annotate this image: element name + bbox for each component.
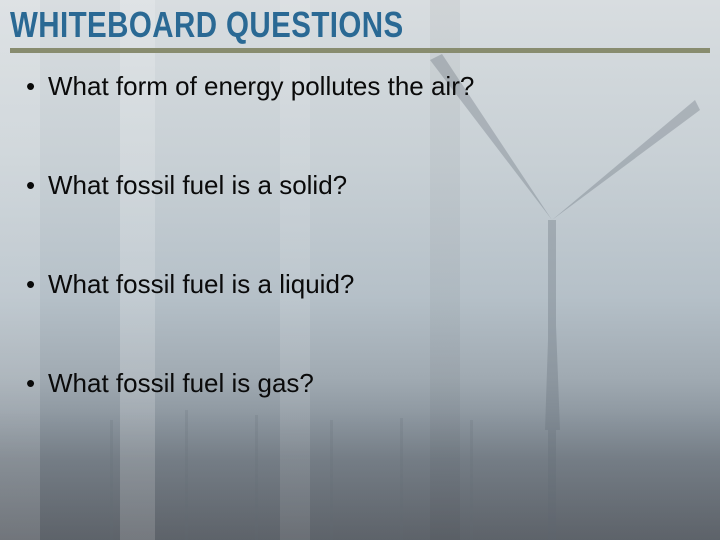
background-haze [0,410,720,540]
bullet-item: What fossil fuel is a solid? [24,170,696,201]
bullet-item: What form of energy pollutes the air? [24,71,696,102]
slide-header: WHITEBOARD QUESTIONS [0,0,720,53]
slide-body: What form of energy pollutes the air? Wh… [0,53,720,399]
slide-title: WHITEBOARD QUESTIONS [10,6,584,44]
bullet-item: What fossil fuel is a liquid? [24,269,696,300]
bullet-item: What fossil fuel is gas? [24,368,696,399]
bullet-list: What form of energy pollutes the air? Wh… [24,71,696,399]
